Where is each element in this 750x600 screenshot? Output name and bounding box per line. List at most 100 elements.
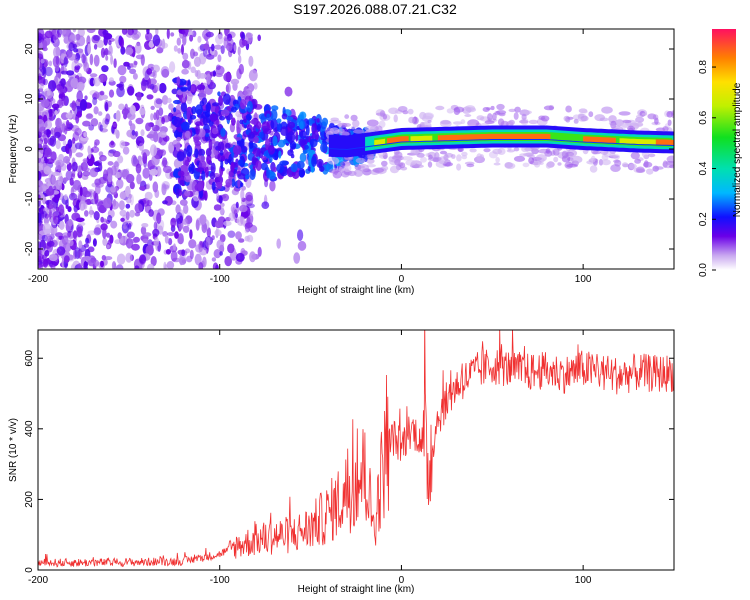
spectrogram-band-blob: [320, 142, 328, 153]
spectrogram-noise-blob: [51, 196, 59, 203]
spectrogram-noise-blob: [48, 80, 57, 92]
spectrogram-haze-blob: [565, 105, 572, 113]
spectrogram-noise-blob: [257, 246, 262, 257]
spectrogram-haze-blob: [565, 116, 571, 123]
spectrogram-noise-blob: [68, 192, 78, 201]
spectrogram-noise-blob: [67, 53, 77, 61]
spectrogram-noise-blob: [154, 189, 160, 199]
spectrogram-noise-blob: [226, 82, 231, 94]
spectrogram-noise-blob: [175, 105, 182, 113]
spectrogram-noise-blob: [158, 82, 167, 94]
spectrogram-band-blob: [289, 141, 297, 150]
spectrogram-band-blob: [205, 166, 209, 178]
spectrogram-band-blob: [206, 154, 212, 165]
spectrogram-noise-blob: [162, 157, 168, 167]
spectrogram-noise-blob: [55, 159, 65, 168]
spectrogram-noise-blob: [38, 83, 45, 89]
spectrogram-noise-blob: [76, 35, 86, 47]
spectrogram-band-blob: [176, 136, 182, 142]
spectrogram-haze-blob: [627, 125, 636, 132]
spectrogram-noise-blob: [297, 229, 304, 241]
spectrogram-haze-blob: [513, 112, 519, 120]
spectrogram-ridge-peak: [386, 136, 409, 144]
spectrogram-haze-blob: [354, 164, 362, 171]
spectrogram-noise-blob: [48, 60, 53, 67]
spectrogram-band-blob: [217, 91, 221, 97]
spectrogram-noise-blob: [45, 233, 51, 243]
spectrogram-noise-blob: [198, 262, 204, 269]
colorbar: 0.0 0.2 0.4 0.6 0.8 Normalized spectral ampl…: [698, 29, 743, 277]
spectrogram-noise-blob: [101, 156, 107, 161]
spectrogram-band-blob: [190, 114, 197, 120]
spectrogram-band-blob: [186, 145, 193, 157]
spectrogram-noise-blob: [88, 124, 95, 131]
spectrogram-band-blob: [176, 76, 181, 86]
spectrogram-haze-blob: [440, 119, 451, 125]
spectrogram-noise-blob: [125, 203, 131, 209]
spectrogram-band-blob: [173, 107, 177, 113]
spectrogram-noise-blob: [127, 86, 135, 96]
spectrogram-noise-blob: [152, 228, 160, 237]
spectrogram-band-blob: [266, 113, 271, 119]
spectrogram-haze-blob: [479, 154, 485, 161]
spectrogram-noise-blob: [182, 218, 188, 225]
spectrogram-noise-blob: [156, 47, 164, 54]
spectrogram-haze-blob: [538, 115, 546, 121]
spectrogram-noise-blob: [67, 239, 74, 247]
spectrogram-ytick-label: -10: [24, 191, 35, 206]
spectrogram-noise-blob: [126, 65, 131, 70]
spectrogram-noise-blob: [44, 228, 52, 234]
spectrogram-band-blob: [240, 145, 248, 153]
spectrogram-band-blob: [252, 147, 261, 157]
snr-xtick-label: 0: [399, 575, 405, 586]
spectrogram-haze-blob: [528, 157, 535, 165]
spectrogram-noise-blob: [146, 263, 155, 269]
spectrogram-noise-blob: [244, 222, 253, 229]
spectrogram-band-blob: [298, 138, 307, 146]
spectrogram-haze-blob: [366, 164, 376, 168]
spectrogram-noise-blob: [261, 201, 270, 209]
spectrogram-noise-blob: [129, 181, 135, 190]
spectrogram-haze-blob: [535, 154, 547, 162]
spectrogram-haze-blob: [476, 115, 485, 121]
spectrogram-noise-blob: [120, 217, 125, 222]
colorbar-label: Normalized spectral amplitude: [732, 82, 743, 217]
spectrogram-haze-blob: [568, 152, 574, 158]
spectrogram-noise-blob: [190, 66, 196, 74]
spectrogram-noise-blob: [46, 240, 55, 247]
spectrogram-band-blob: [280, 126, 289, 136]
spectrogram-band-blob: [299, 130, 308, 139]
spectrogram-noise-blob: [146, 68, 153, 75]
spectrogram-noise-blob: [138, 254, 147, 265]
spectrogram-band-blob: [239, 99, 247, 110]
spectrogram-noise-blob: [67, 139, 73, 149]
spectrogram-noise-blob: [94, 192, 99, 205]
spectrogram-noise-blob: [170, 32, 175, 37]
spectrogram-haze-blob: [490, 105, 495, 111]
spectrogram-band-blob: [230, 119, 236, 124]
spectrogram-haze-blob: [667, 119, 672, 126]
spectrogram-noise-blob: [67, 219, 73, 227]
spectrogram-noise-blob: [110, 165, 117, 176]
spectrogram-noise-blob: [213, 204, 222, 211]
spectrogram-haze-blob: [508, 108, 516, 113]
spectrogram-noise-blob: [85, 113, 94, 120]
spectrogram-noise-blob: [170, 250, 178, 262]
spectrogram-noise-blob: [197, 35, 202, 43]
colorbar-tick-label: 0.4: [698, 161, 709, 175]
spectrogram-noise-blob: [227, 37, 234, 47]
spectrogram-noise-blob: [139, 186, 146, 191]
spectrogram-band-blob: [191, 85, 196, 93]
snr-xlabel: Height of straight line (km): [298, 584, 415, 595]
spectrogram-band-blob: [222, 93, 231, 105]
spectrogram-haze-blob: [528, 119, 539, 125]
spectrogram-noise-blob: [161, 95, 169, 105]
spectrogram-noise-blob: [166, 29, 170, 40]
spectrogram-noise-blob: [71, 161, 78, 172]
spectrogram-noise-blob: [248, 55, 254, 67]
spectrogram-noise-blob: [55, 72, 61, 78]
spectrogram-noise-blob: [60, 70, 69, 75]
spectrogram-band-blob: [316, 158, 324, 169]
spectrogram-noise-blob: [238, 55, 242, 64]
spectrogram-noise-blob: [60, 78, 66, 87]
